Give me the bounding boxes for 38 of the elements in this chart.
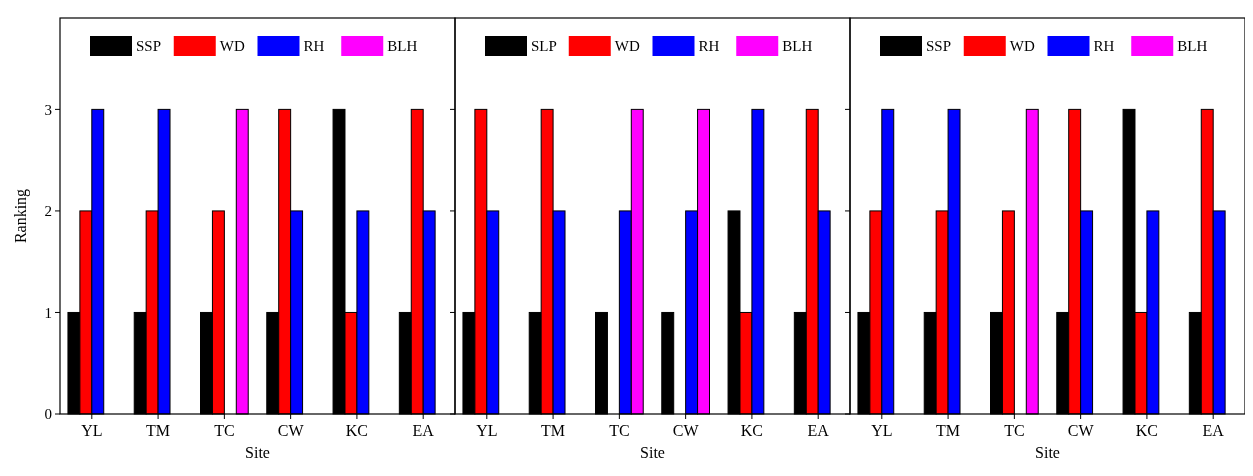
x-tick-label: CW: [277, 422, 305, 439]
x-tick-label: TC: [1004, 422, 1025, 439]
y-tick-label: 3: [44, 101, 52, 118]
x-tick-label: KC: [1135, 422, 1159, 439]
x-tick-label: CW: [672, 422, 700, 439]
legend-label: WD: [219, 38, 245, 55]
y-axis-title: Ranking: [12, 188, 30, 244]
x-tick-label: KC: [740, 422, 764, 439]
legend-label: SSP: [136, 38, 162, 55]
x-tick-label: YL: [81, 422, 103, 439]
legend-label: SLP: [531, 38, 557, 55]
legend-label: WD: [614, 38, 640, 55]
x-tick-label: EA: [807, 422, 830, 439]
x-tick-label: EA: [1202, 422, 1225, 439]
legend-label: SSP: [926, 38, 952, 55]
x-tick-label: YL: [476, 422, 498, 439]
x-tick-label: KC: [345, 422, 369, 439]
x-axis-title: Site: [640, 444, 665, 461]
legend-label: RH: [303, 38, 325, 55]
y-tick-label: 0: [44, 406, 52, 423]
x-axis-title: Site: [245, 444, 270, 461]
legend-label: RH: [1093, 38, 1115, 55]
x-tick-label: TC: [609, 422, 630, 439]
x-tick-label: TM: [541, 422, 566, 439]
legend-label: BLH: [1177, 38, 1208, 55]
x-axis-title: Site: [1035, 444, 1060, 461]
x-tick-label: YL: [871, 422, 893, 439]
y-tick-label: 2: [44, 203, 52, 220]
legend-label: RH: [698, 38, 720, 55]
legend-label: BLH: [387, 38, 418, 55]
x-tick-label: TC: [214, 422, 235, 439]
x-tick-label: EA: [412, 422, 435, 439]
y-tick-label: 1: [44, 304, 52, 321]
legend-label: WD: [1009, 38, 1035, 55]
x-tick-label: TM: [936, 422, 961, 439]
x-tick-label: CW: [1067, 422, 1095, 439]
x-tick-label: TM: [146, 422, 171, 439]
legend-label: BLH: [782, 38, 813, 55]
